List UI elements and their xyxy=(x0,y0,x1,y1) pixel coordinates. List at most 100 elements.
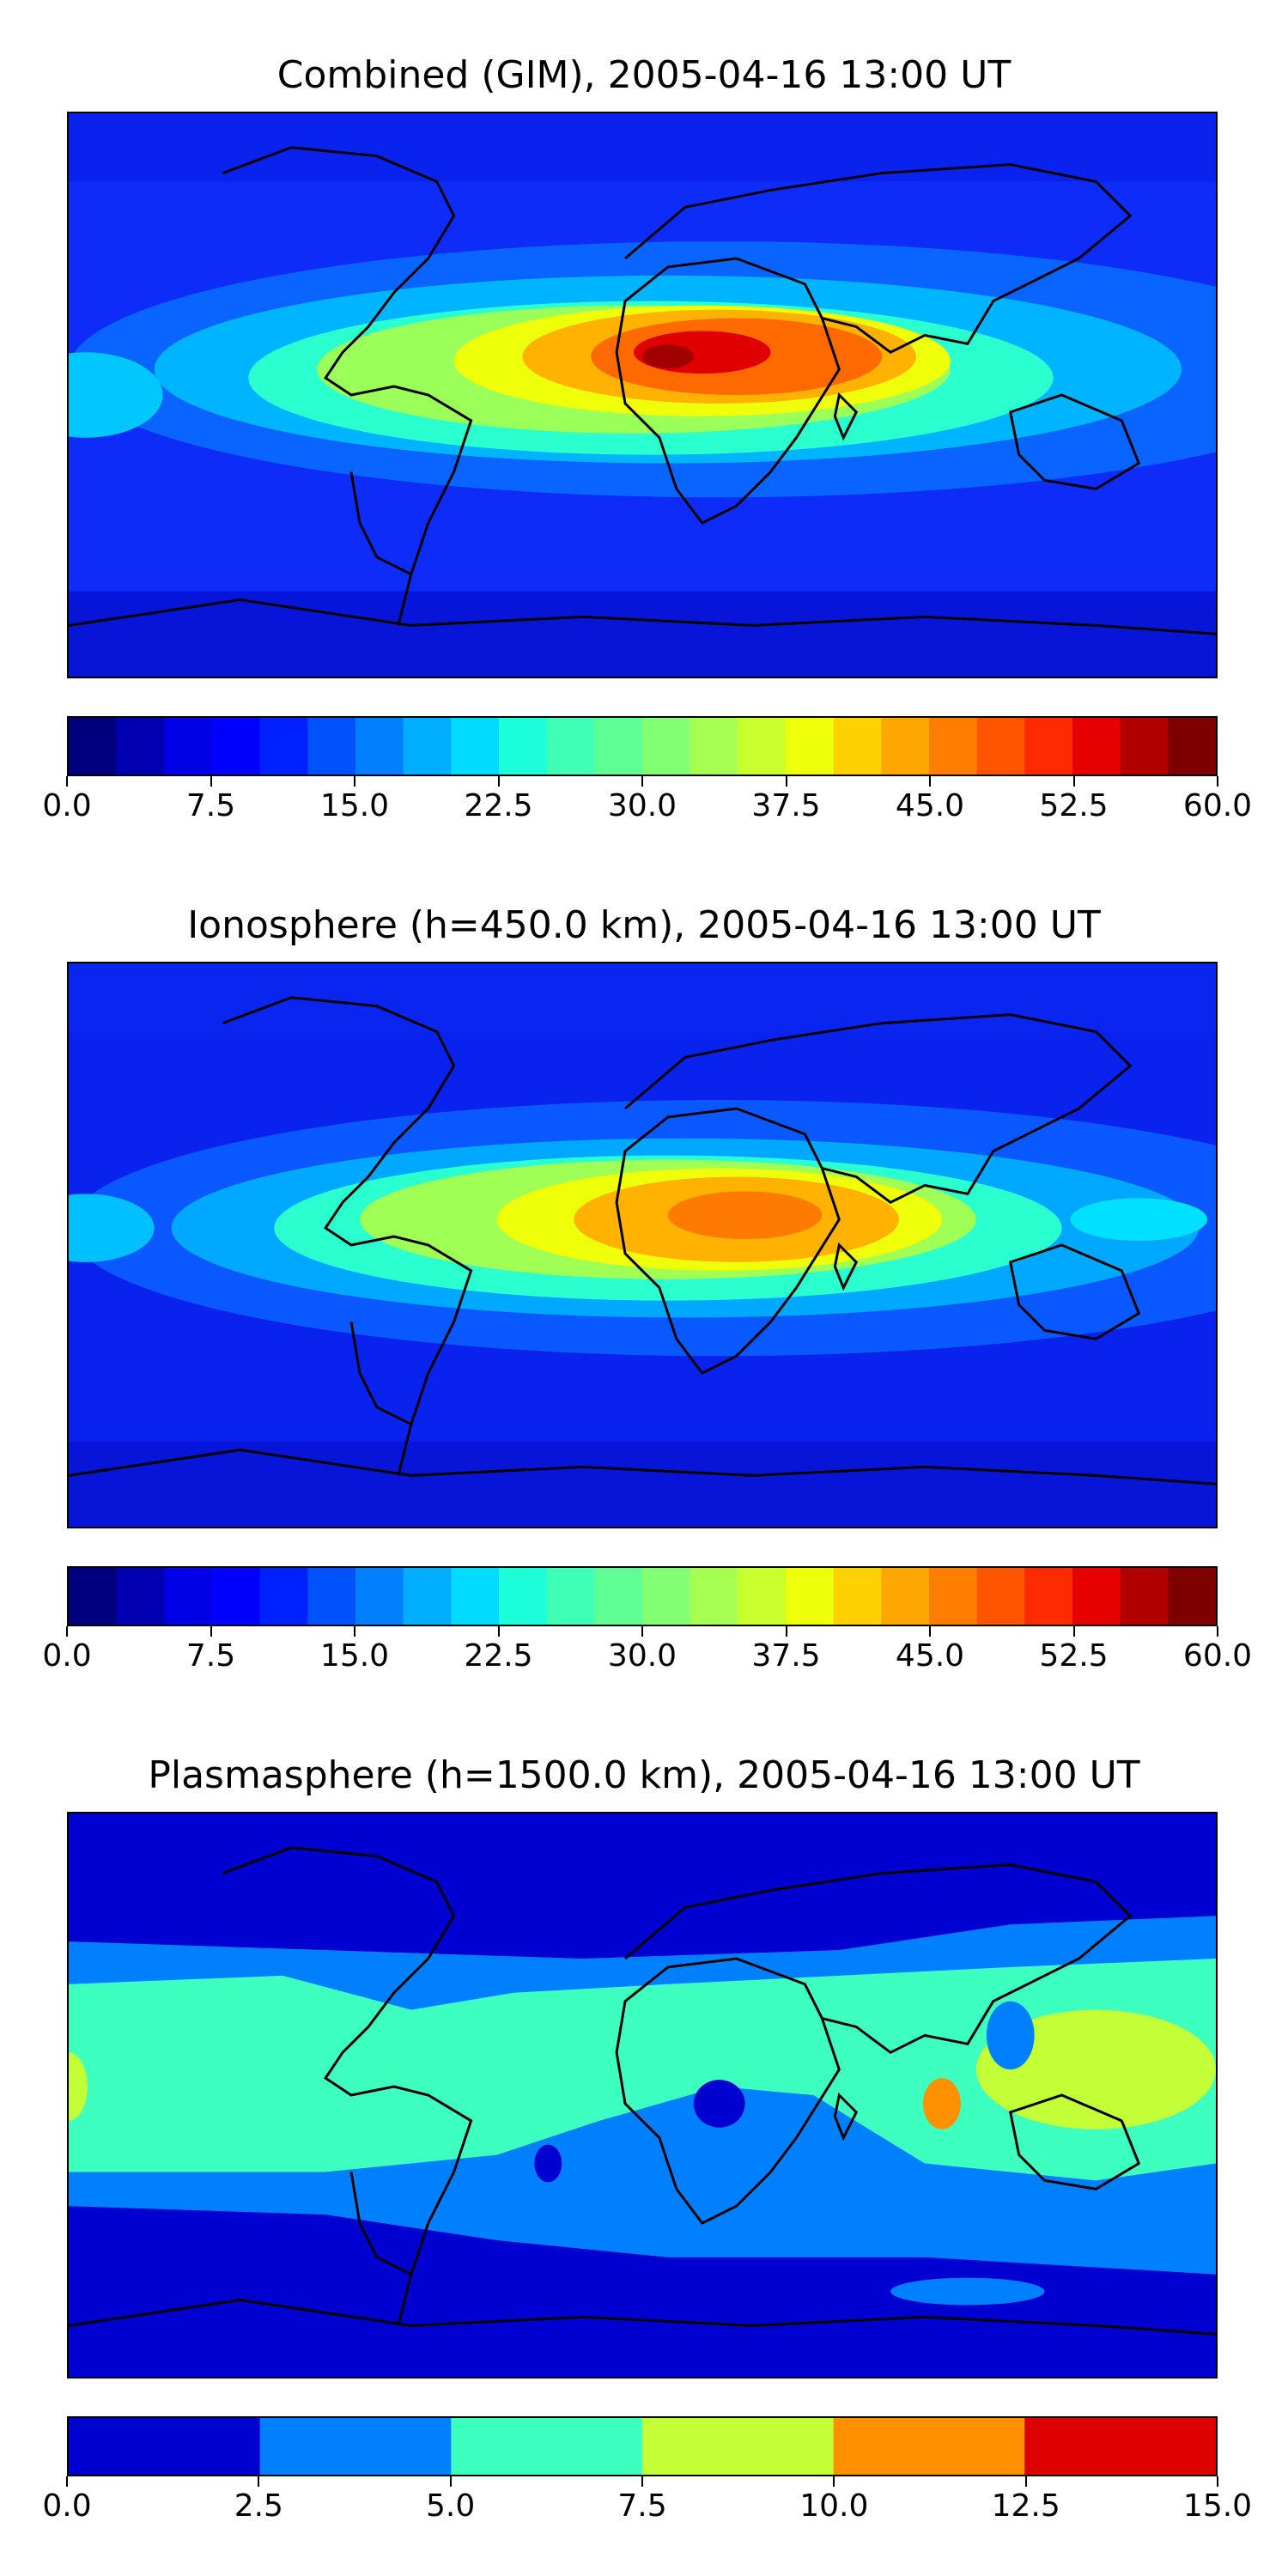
colorbar-swatch xyxy=(976,1568,1025,1625)
colorbar-swatch xyxy=(451,2418,643,2475)
contour-band xyxy=(667,1191,823,1240)
coastlines xyxy=(69,146,1216,635)
contour-band xyxy=(890,2277,1045,2306)
colorbar-swatch xyxy=(403,718,452,775)
colorbar-tick xyxy=(833,2476,835,2487)
colorbar-swatch xyxy=(451,1568,500,1625)
colorbar-swatch xyxy=(307,1568,356,1625)
colorbar-tick xyxy=(1072,776,1075,787)
colorbar-tick-label: 0.0 xyxy=(42,2488,92,2524)
colorbar xyxy=(67,2416,1218,2476)
colorbar-ticks: 0.0 7.5 15.0 22.5 30.0 37.5 45.0 52.5 60.0 xyxy=(42,776,1252,828)
colorbar-swatch xyxy=(594,1568,643,1625)
colorbar-tick-label: 12.5 xyxy=(991,2488,1060,2524)
polar-south-band xyxy=(69,1441,1216,1527)
colorbar-swatch xyxy=(259,1568,308,1625)
contour-band xyxy=(69,1958,1216,2181)
colorbar-swatch xyxy=(833,718,882,775)
colorbar xyxy=(67,1566,1218,1626)
colorbar-tick xyxy=(497,776,500,787)
colorbar-tick-label: 10.0 xyxy=(799,2488,869,2524)
colorbar-swatch xyxy=(69,718,118,775)
colorbar-swatch xyxy=(546,1568,595,1625)
contour-band xyxy=(986,2001,1035,2070)
colorbar-tick xyxy=(354,1626,355,1637)
colorbar-swatch xyxy=(116,1568,165,1625)
colorbar-swatches xyxy=(69,2418,1216,2475)
colorbar-swatch xyxy=(499,1568,548,1625)
contour-band xyxy=(69,1194,155,1262)
colorbar-tick xyxy=(354,776,355,787)
colorbar-tick xyxy=(1024,2476,1027,2487)
map-title: Ionosphere (h=450.0 km), 2005-04-16 13:0… xyxy=(187,903,1101,947)
colorbar-swatch xyxy=(212,718,261,775)
colorbar-ticks: 0.0 2.5 5.0 7.5 10.0 12.5 15.0 xyxy=(42,2476,1252,2528)
colorbar-tick-label: 15.0 xyxy=(1182,2488,1253,2524)
colorbar-swatch xyxy=(69,2418,261,2475)
colorbar-tick xyxy=(258,2476,260,2487)
colorbar-tick xyxy=(785,1626,787,1637)
colorbar-swatch xyxy=(1024,718,1073,775)
colorbar-swatch xyxy=(69,1568,118,1625)
colorbar-tick xyxy=(1217,776,1218,787)
colorbar-swatch xyxy=(1168,1568,1216,1625)
colorbar-swatch xyxy=(1024,1568,1073,1625)
colorbar-tick-label: 7.5 xyxy=(185,788,236,823)
map-title: Combined (GIM), 2005-04-16 13:00 UT xyxy=(276,53,1012,97)
colorbar-swatch xyxy=(833,1568,882,1625)
colorbar-tick xyxy=(66,2476,68,2487)
colorbar-swatch xyxy=(1120,718,1169,775)
tec-map-ionosphere xyxy=(67,962,1218,1528)
colorbar-tick-label: 30.0 xyxy=(607,788,677,823)
colorbar-swatch xyxy=(976,718,1025,775)
colorbar-swatch xyxy=(116,718,165,775)
tec-map-combined xyxy=(67,112,1218,678)
colorbar-tick xyxy=(641,776,643,787)
colorbar-tick xyxy=(1072,1626,1075,1637)
colorbar-swatch xyxy=(833,2418,1025,2475)
colorbar-tick xyxy=(210,776,212,787)
colorbar-tick xyxy=(66,1626,68,1637)
colorbar-tick-label: 15.0 xyxy=(319,1638,390,1674)
colorbar-tick-label: 30.0 xyxy=(607,1638,677,1674)
colorbar-swatch xyxy=(355,1568,404,1625)
colorbar-swatch xyxy=(1072,1568,1121,1625)
colorbar-swatch xyxy=(642,718,691,775)
polar-north-band xyxy=(69,963,1216,1032)
colorbar-swatch xyxy=(307,718,356,775)
contour-band xyxy=(534,2144,562,2183)
colorbar-ticks: 0.0 7.5 15.0 22.5 30.0 37.5 45.0 52.5 60.0 xyxy=(42,1626,1252,1678)
colorbar-tick-label: 0.0 xyxy=(42,788,92,823)
coastlines xyxy=(69,996,1216,1485)
colorbar xyxy=(67,716,1218,776)
colorbar-swatches xyxy=(69,1568,1216,1625)
tec-map-plasmasphere xyxy=(67,1812,1218,2379)
colorbar-tick xyxy=(66,776,68,787)
contour-band xyxy=(1070,1198,1208,1242)
colorbar-swatch xyxy=(929,1568,978,1625)
panel-plasmasphere: Plasmasphere (h=1500.0 km), 2005-04-16 1… xyxy=(0,1700,1288,2576)
colorbar-swatch xyxy=(499,718,548,775)
colorbar-swatch xyxy=(690,718,738,775)
map-canvas xyxy=(69,963,1216,1527)
colorbar-tick-label: 52.5 xyxy=(1039,788,1109,823)
colorbar-swatch xyxy=(786,718,835,775)
contour-band xyxy=(69,352,163,438)
contour-band xyxy=(923,2078,961,2129)
colorbar-swatch xyxy=(881,1568,930,1625)
colorbar-swatch xyxy=(881,718,930,775)
colorbar-swatch xyxy=(212,1568,261,1625)
colorbar-swatch xyxy=(546,718,595,775)
map-canvas xyxy=(69,113,1216,677)
colorbar-swatch xyxy=(594,718,643,775)
colorbar-tick-label: 15.0 xyxy=(319,788,390,823)
colorbar-tick xyxy=(1217,1626,1218,1637)
colorbar-tick-label: 52.5 xyxy=(1039,1638,1109,1674)
colorbar-swatch xyxy=(690,1568,738,1625)
colorbar-tick xyxy=(929,776,931,787)
colorbar-tick-label: 60.0 xyxy=(1182,788,1253,823)
colorbar-tick-label: 7.5 xyxy=(185,1638,236,1674)
polar-north-band xyxy=(69,113,1216,182)
colorbar-tick-label: 37.5 xyxy=(751,1638,821,1674)
colorbar-tick-label: 45.0 xyxy=(895,788,965,823)
